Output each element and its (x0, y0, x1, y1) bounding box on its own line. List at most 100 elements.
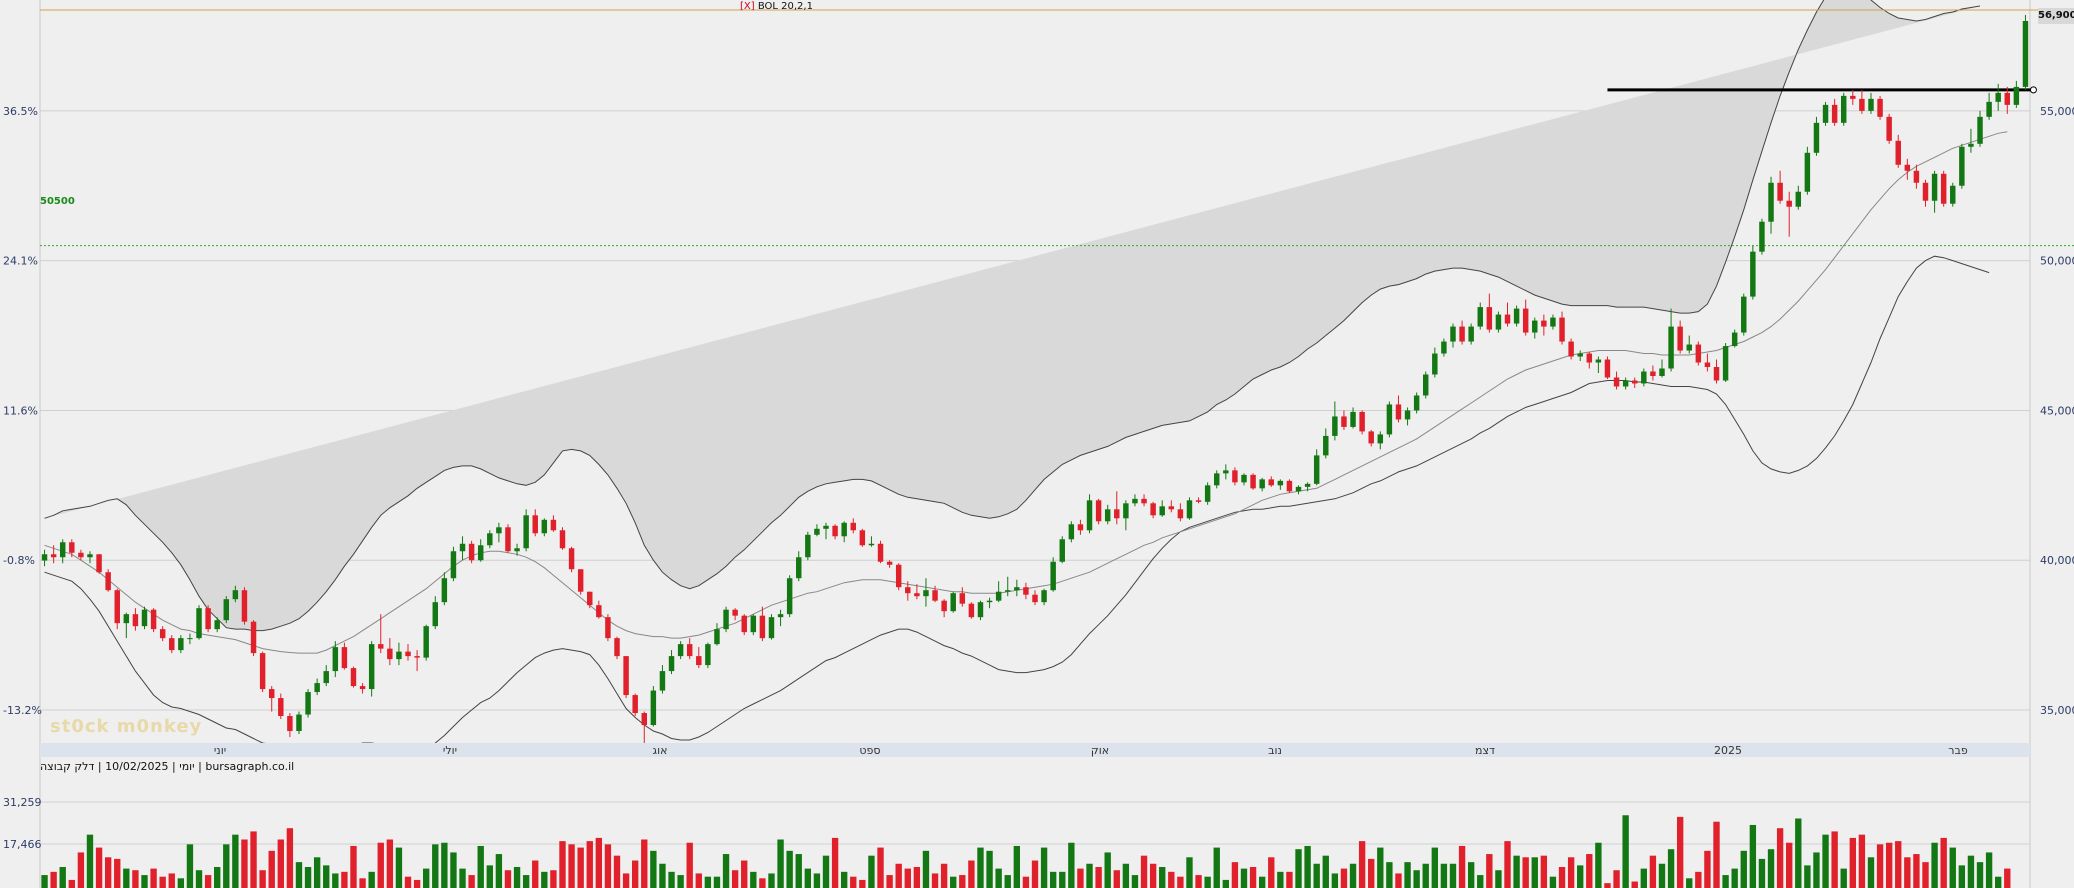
volume-bar (223, 844, 230, 888)
volume-bar (486, 865, 493, 888)
candle-body (686, 644, 693, 657)
volume-bar (1395, 873, 1402, 888)
candle-body (1940, 173, 1947, 204)
candle-body (69, 542, 75, 553)
candle (1659, 359, 1665, 378)
candle-body (959, 593, 966, 604)
candle (1468, 323, 1474, 345)
volume-bar (1013, 845, 1021, 888)
candle (1686, 335, 1692, 354)
candle-body (1050, 561, 1056, 591)
volume-bar (350, 845, 357, 888)
volume-bar (1631, 881, 1638, 888)
volume-series (40, 801, 2030, 888)
volume-bar (450, 852, 457, 888)
candle-body (1641, 371, 1647, 384)
candle-body (659, 671, 666, 691)
volume-bar (395, 847, 403, 888)
candle-body (414, 656, 420, 658)
candle-body (932, 590, 938, 601)
volume-bar (1213, 847, 1220, 888)
candle-body (459, 543, 466, 552)
horizontal-level-lines (40, 9, 2074, 247)
candle-body (995, 591, 1002, 601)
volume-bar (1640, 868, 1647, 888)
volume-bar (977, 847, 984, 888)
volume-bar (241, 839, 248, 888)
candle (1704, 353, 1711, 372)
candle (1859, 89, 1865, 114)
volume-bar (1340, 868, 1348, 888)
candle (1486, 293, 1493, 333)
candle (995, 581, 1002, 603)
volume-bar (1776, 828, 1784, 888)
candle-body (577, 569, 584, 592)
candle-body (1777, 182, 1783, 201)
candlestick-series (41, 14, 2029, 743)
candle (450, 546, 457, 582)
candle-body (1304, 483, 1311, 487)
volume-bar (41, 875, 48, 888)
candle (69, 539, 75, 558)
volume-bar (1577, 865, 1584, 888)
volume-bar (1831, 831, 1838, 888)
volume-bar (1240, 868, 1248, 888)
candle (723, 606, 729, 633)
volume-bar (777, 839, 784, 888)
candle (1804, 146, 1811, 195)
indicator-label[interactable]: [X] BOL 20,2,1 (740, 1, 813, 12)
candle-body (1077, 524, 1084, 531)
volume-bar (904, 868, 911, 888)
candle-body (1950, 185, 1956, 204)
candle (1586, 352, 1593, 369)
candle (59, 539, 66, 564)
candle-body (1005, 590, 1011, 592)
volume-bar (1558, 866, 1566, 888)
volume-bar (95, 847, 103, 888)
candle (341, 642, 348, 670)
candle (1513, 305, 1520, 327)
volume-bar (1895, 841, 1902, 888)
volume-bar (1377, 847, 1384, 888)
volume-bar (522, 875, 530, 888)
volume-bar (541, 871, 548, 888)
indicator-remove-button[interactable]: [X] (740, 1, 755, 12)
candle-body (677, 644, 684, 657)
volume-bar (377, 842, 384, 888)
candle-body (1114, 509, 1120, 519)
candle (886, 560, 893, 568)
candle-body (968, 603, 975, 618)
volume-bar (386, 839, 394, 888)
candle-body (496, 527, 502, 534)
candle-body (1632, 380, 1638, 384)
candle-body (1323, 435, 1329, 456)
candle (2004, 86, 2011, 114)
candle (268, 686, 275, 712)
candle (1877, 95, 1883, 120)
candle (123, 612, 130, 639)
candle-body (41, 554, 48, 561)
volume-bar (813, 873, 821, 888)
candle (1441, 338, 1447, 357)
volume-bar (259, 870, 266, 888)
volume-bar (704, 876, 712, 888)
candle-body (1232, 470, 1238, 483)
candle-body (750, 615, 757, 633)
candle (841, 521, 847, 543)
volume-bar (1022, 876, 1030, 888)
candle (1550, 314, 1556, 330)
y-axis-labels: 35,000 40,000 45,000 50,000 55,000 -13.2% -0.8… (3, 105, 2074, 851)
candle (923, 578, 929, 607)
candle (423, 624, 429, 661)
candle-body (1731, 332, 1738, 347)
candle (895, 563, 902, 591)
candle (241, 587, 248, 625)
candle (468, 540, 475, 564)
candle-body (1650, 371, 1656, 376)
candle-body (623, 656, 629, 696)
volume-bar (359, 878, 366, 888)
volume-bar (1059, 871, 1066, 888)
candle (1150, 501, 1156, 519)
volume-bar (1204, 876, 1211, 888)
volume-bar (423, 868, 430, 888)
